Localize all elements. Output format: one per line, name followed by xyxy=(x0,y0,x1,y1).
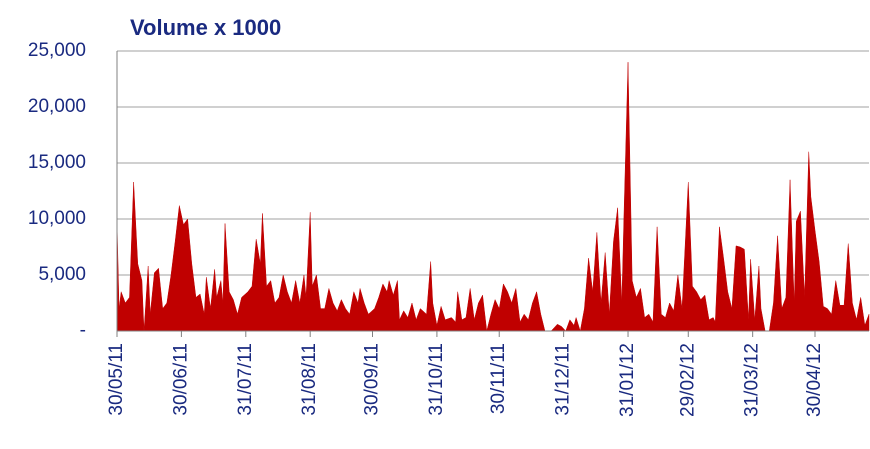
x-tick-label: 29/02/12 xyxy=(677,343,698,417)
x-tick-label: 31/03/12 xyxy=(742,343,763,417)
x-tick-label: 31/01/12 xyxy=(617,343,638,417)
y-tick-label: - xyxy=(80,320,86,341)
x-tick-label: 31/10/11 xyxy=(426,343,447,416)
x-tick-label: 31/12/11 xyxy=(553,343,574,416)
x-tick-label: 31/08/11 xyxy=(299,343,320,416)
x-tick-label: 31/07/11 xyxy=(235,343,256,416)
y-tick-label: 25,000 xyxy=(28,40,86,61)
area xyxy=(116,62,870,332)
y-tick-label: 15,000 xyxy=(28,152,86,173)
y-tick-label: 5,000 xyxy=(38,264,86,285)
x-tick-label: 30/05/11 xyxy=(106,343,127,416)
chart-title: Volume x 1000 xyxy=(130,15,281,40)
x-tick-label: 30/06/11 xyxy=(170,343,191,416)
x-tick-label: 30/11/11 xyxy=(488,343,509,414)
x-tick-label: 30/04/12 xyxy=(804,343,825,417)
y-tick-label: 10,000 xyxy=(28,208,86,229)
x-tick-label: 30/09/11 xyxy=(362,343,383,416)
y-tick-label: 20,000 xyxy=(28,96,86,117)
